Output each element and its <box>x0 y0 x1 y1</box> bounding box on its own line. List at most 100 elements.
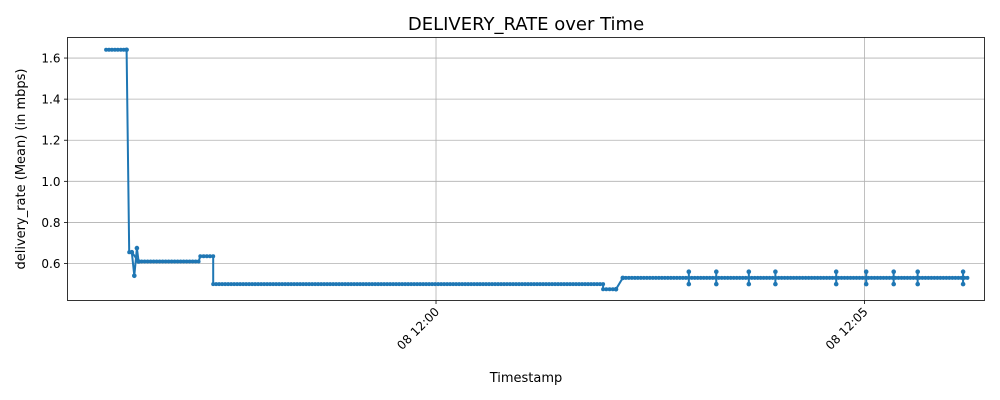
series-line <box>130 247 140 276</box>
data-point <box>129 249 135 255</box>
data-point <box>770 275 775 280</box>
data-point <box>613 286 619 292</box>
data-point <box>836 275 841 280</box>
data-point <box>184 259 189 264</box>
data-point <box>821 275 826 280</box>
data-point <box>208 254 212 259</box>
data-point <box>941 275 946 280</box>
data-point <box>863 269 869 275</box>
data-point <box>890 275 895 280</box>
data-point <box>656 275 661 280</box>
data-point <box>689 275 694 280</box>
data-point <box>538 282 543 287</box>
data-point <box>415 282 420 287</box>
data-point <box>268 282 273 287</box>
data-point <box>947 275 952 280</box>
data-point <box>893 275 898 280</box>
y-tick-label: 1.6 <box>41 52 60 66</box>
data-point <box>214 282 219 287</box>
data-point <box>601 282 606 287</box>
data-point <box>310 282 315 287</box>
data-point <box>926 275 931 280</box>
data-point <box>887 275 892 280</box>
data-point <box>863 281 869 287</box>
chart-title: DELIVERY_RATE over Time <box>408 14 644 35</box>
data-point <box>875 275 880 280</box>
data-point <box>412 282 417 287</box>
data-point <box>668 275 673 280</box>
data-point <box>271 282 276 287</box>
data-point <box>385 282 390 287</box>
data-point <box>301 282 306 287</box>
data-point <box>433 282 438 287</box>
data-point <box>472 282 477 287</box>
data-point <box>397 282 402 287</box>
data-point <box>866 275 871 280</box>
data-point <box>487 282 492 287</box>
data-point <box>806 275 811 280</box>
data-point <box>421 282 426 287</box>
data-point <box>107 47 111 52</box>
data-point <box>764 275 769 280</box>
data-point <box>725 275 730 280</box>
data-point <box>328 282 333 287</box>
data-point <box>247 282 252 287</box>
data-point <box>241 282 246 287</box>
series-line <box>106 48 968 291</box>
data-point <box>439 282 444 287</box>
data-point <box>758 275 763 280</box>
data-point <box>908 275 913 280</box>
data-point <box>520 282 525 287</box>
data-point <box>451 282 456 287</box>
data-point <box>201 254 206 259</box>
data-point <box>818 275 823 280</box>
data-point <box>776 275 781 280</box>
data-point <box>713 275 718 280</box>
data-point <box>812 275 817 280</box>
data-point <box>960 269 966 275</box>
data-point <box>797 275 802 280</box>
data-point <box>160 259 165 264</box>
data-point <box>178 259 183 264</box>
data-point <box>499 282 504 287</box>
data-point <box>523 282 528 287</box>
data-point <box>112 47 117 52</box>
data-point <box>803 275 808 280</box>
data-point <box>541 282 546 287</box>
data-point <box>722 275 727 280</box>
data-point <box>361 282 366 287</box>
data-point <box>376 282 381 287</box>
data-point <box>280 282 285 287</box>
data-point <box>478 282 483 287</box>
data-point <box>238 282 243 287</box>
data-point <box>217 282 222 287</box>
data-point <box>319 282 324 287</box>
data-point <box>352 282 357 287</box>
data-point <box>914 275 919 280</box>
data-point <box>891 269 896 275</box>
data-point <box>644 275 649 280</box>
data-point <box>115 47 120 52</box>
data-point <box>262 282 267 287</box>
data-point <box>755 275 760 280</box>
data-point <box>571 282 576 287</box>
data-point <box>169 259 174 264</box>
data-point <box>346 282 351 287</box>
data-point <box>878 275 883 280</box>
data-point <box>223 282 228 287</box>
plot-frame <box>67 37 985 301</box>
data-point <box>956 275 961 280</box>
data-point <box>232 282 237 287</box>
data-point <box>662 275 667 280</box>
data-point <box>749 275 754 280</box>
data-point <box>418 282 423 287</box>
data-point <box>394 282 399 287</box>
data-point <box>445 282 450 287</box>
data-point <box>379 282 384 287</box>
data-point <box>842 275 847 280</box>
data-point <box>833 269 839 275</box>
data-point <box>845 275 850 280</box>
data-point <box>514 282 519 287</box>
data-point <box>746 275 751 280</box>
data-point <box>400 282 405 287</box>
